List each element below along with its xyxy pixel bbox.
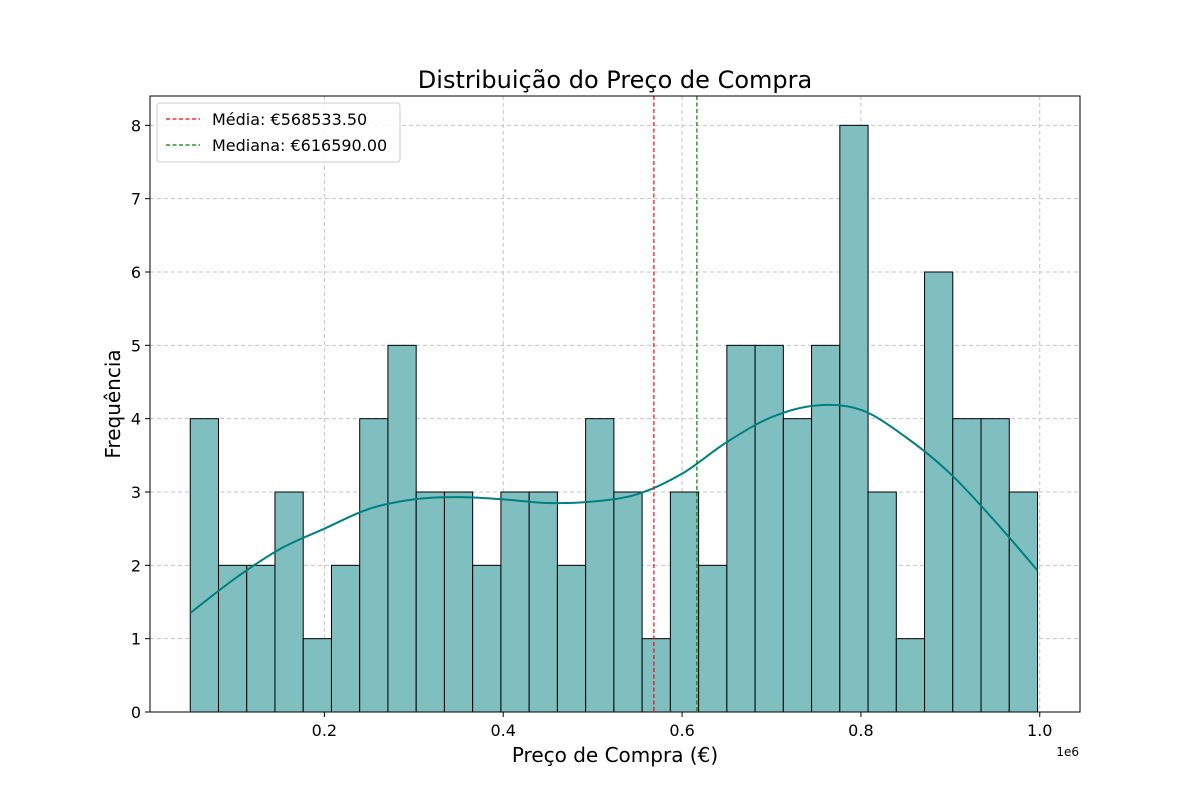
histogram-bar: [952, 418, 982, 713]
histogram-bar: [924, 271, 954, 713]
y-axis-title: Frequência: [101, 349, 125, 458]
histogram-bar: [330, 564, 361, 713]
legend-median-label: Mediana: €616590.00: [212, 136, 387, 155]
x-axis-offset-label: 1e6: [1056, 745, 1079, 759]
histogram-bar: [839, 124, 869, 713]
x-tick-label: 1.0: [1027, 721, 1052, 740]
y-tick-label: 4: [131, 410, 141, 429]
x-tick-label: 0.2: [312, 721, 337, 740]
legend: Média: €568533.50 Mediana: €616590.00: [156, 102, 401, 163]
histogram-bar: [387, 344, 417, 713]
histogram-bar: [472, 564, 502, 713]
kde-layer: [189, 403, 1039, 614]
histogram-bar: [415, 491, 445, 713]
histogram-bar: [811, 344, 841, 713]
y-tick-label: 1: [131, 630, 141, 649]
histogram-bar: [189, 418, 219, 713]
kde-curve: [189, 403, 1039, 614]
plot-frame: [149, 95, 1081, 713]
histogram-bar: [302, 638, 332, 713]
histogram-bar: [274, 491, 304, 713]
y-tick-label: 2: [131, 556, 141, 575]
y-tick-label: 0: [131, 703, 141, 722]
histogram-bar: [585, 418, 615, 713]
histogram-bar: [500, 491, 530, 713]
histogram-bar: [641, 638, 671, 713]
chart-title: Distribuição do Preço de Compra: [418, 66, 812, 94]
y-tick-label: 8: [131, 116, 141, 135]
histogram-bar: [359, 418, 389, 713]
histogram-bar: [698, 564, 728, 713]
y-tick-label: 3: [131, 483, 141, 502]
histogram-bar: [556, 564, 587, 713]
histogram-bar: [246, 564, 276, 713]
y-tick-label: 7: [131, 190, 141, 209]
y-tick-label: 5: [131, 336, 141, 355]
histogram-bar: [867, 491, 897, 713]
y-axis: 0 1 2 3 4 5 6 7 8: [131, 116, 150, 722]
legend-mean-label: Média: €568533.50: [212, 110, 367, 129]
histogram-bar: [895, 638, 926, 713]
histogram-bar: [1008, 491, 1039, 713]
x-tick-label: 0.4: [490, 721, 515, 740]
x-tick-label: 0.6: [669, 721, 694, 740]
histogram-bar: [782, 418, 813, 713]
histogram-bar: [726, 344, 756, 713]
histogram-bar: [613, 491, 643, 713]
histogram-bar: [528, 491, 558, 713]
x-axis: 0.2 0.4 0.6 0.8 1.0: [312, 712, 1052, 740]
y-tick-label: 6: [131, 263, 141, 282]
x-tick-label: 0.8: [848, 721, 873, 740]
legend-box: [156, 102, 401, 163]
histogram-bar: [443, 491, 474, 713]
stat-lines-layer: [653, 96, 698, 712]
histogram-bar: [669, 491, 700, 713]
x-axis-title: Preço de Compra (€): [512, 743, 718, 767]
histogram-bar: [980, 418, 1010, 713]
histogram-bar: [754, 344, 784, 713]
